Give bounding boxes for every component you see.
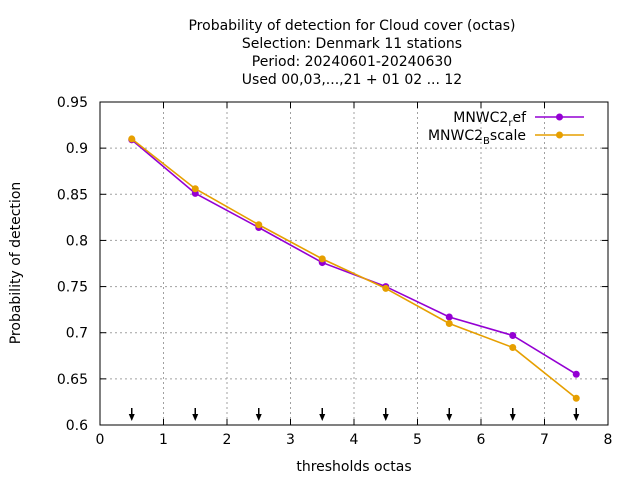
threshold-arrow xyxy=(509,408,516,421)
data-point xyxy=(255,221,263,229)
data-point xyxy=(572,394,580,402)
series-2 xyxy=(128,135,580,402)
threshold-arrow xyxy=(255,408,262,421)
threshold-arrow xyxy=(128,408,135,421)
x-tick-label: 1 xyxy=(159,432,168,448)
legend-label: MNWC2 xyxy=(453,110,508,126)
data-point xyxy=(509,343,517,351)
svg-text:MNWC2ref: MNWC2ref xyxy=(453,110,527,129)
x-tick-label: 2 xyxy=(223,432,232,448)
legend-label-sub: B xyxy=(483,136,490,147)
legend-entry: MNWC2ref xyxy=(453,110,584,129)
series xyxy=(128,135,580,402)
threshold-arrows xyxy=(128,408,580,421)
grid xyxy=(100,102,608,425)
x-tick-label: 4 xyxy=(350,432,359,448)
threshold-arrow xyxy=(192,408,199,421)
svg-text:MNWC2Bscale: MNWC2Bscale xyxy=(428,128,526,147)
threshold-arrow xyxy=(573,408,580,421)
data-point xyxy=(191,185,199,193)
data-point xyxy=(382,284,390,292)
data-point xyxy=(128,135,136,143)
y-tick-label: 0.8 xyxy=(66,233,88,249)
title-line: Probability of detection for Cloud cover… xyxy=(188,18,515,34)
x-tick-label: 8 xyxy=(604,432,613,448)
data-point xyxy=(445,313,453,321)
legend-entry: MNWC2Bscale xyxy=(428,128,584,147)
title-line: Selection: Denmark 11 stations xyxy=(242,36,462,52)
legend-label-rest: scale xyxy=(490,128,526,144)
y-axis: 0.6 0.65 0.7 0.75 0.8 0.85 0.9 0.95 xyxy=(57,95,608,434)
x-tick-label: 6 xyxy=(477,432,486,448)
data-point xyxy=(445,319,453,327)
x-axis-label: thresholds octas xyxy=(296,459,411,475)
data-point xyxy=(509,331,517,339)
threshold-arrow xyxy=(446,408,453,421)
legend-label-sub: r xyxy=(508,118,513,129)
y-tick-label: 0.6 xyxy=(66,418,88,434)
legend-label-rest: ef xyxy=(512,110,527,126)
x-tick-label: 3 xyxy=(286,432,295,448)
x-tick-label: 5 xyxy=(413,432,422,448)
x-axis: 0 1 2 3 4 5 6 7 8 xyxy=(96,102,613,448)
y-tick-label: 0.85 xyxy=(57,187,88,203)
legend-swatch-marker xyxy=(556,131,563,139)
title-line: Period: 20240601-20240630 xyxy=(252,54,452,70)
y-tick-label: 0.9 xyxy=(66,141,88,157)
y-tick-label: 0.7 xyxy=(66,326,88,342)
y-tick-label: 0.95 xyxy=(57,95,88,111)
data-point xyxy=(572,370,580,378)
title-line: Used 00,03,...,21 + 01 02 ... 12 xyxy=(242,72,462,88)
threshold-arrow xyxy=(382,408,389,421)
data-point xyxy=(318,255,326,263)
series-line xyxy=(131,139,577,375)
chart-title: Probability of detection for Cloud cover… xyxy=(188,18,515,88)
legend-label: MNWC2 xyxy=(428,128,483,144)
threshold-arrow xyxy=(319,408,326,421)
series-line xyxy=(131,138,577,399)
y-axis-label: Probability of detection xyxy=(8,182,24,345)
legend-swatch-marker xyxy=(556,113,563,121)
x-tick-label: 7 xyxy=(540,432,549,448)
y-tick-label: 0.75 xyxy=(57,280,88,296)
x-tick-label: 0 xyxy=(96,432,105,448)
y-tick-label: 0.65 xyxy=(57,372,88,388)
